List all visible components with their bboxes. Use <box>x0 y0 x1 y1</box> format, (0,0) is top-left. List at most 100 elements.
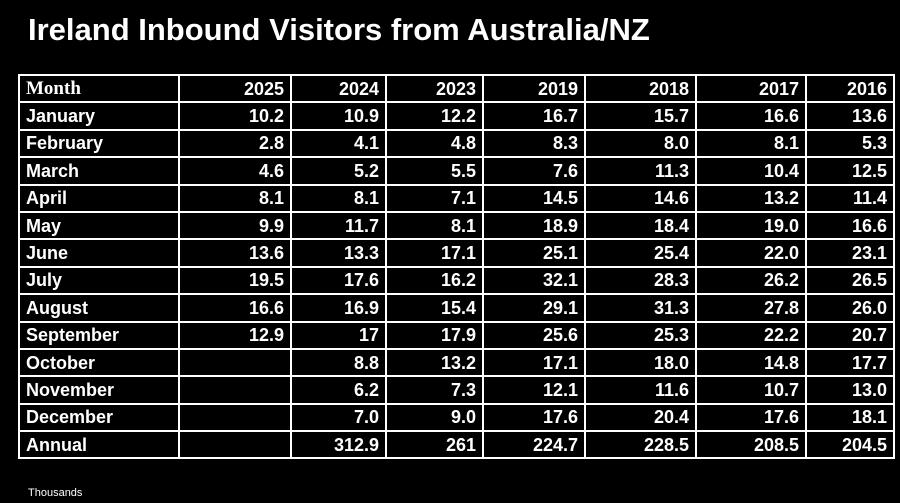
header-cell: 2023 <box>385 73 484 104</box>
table-cell: 13.0 <box>805 375 895 405</box>
row-label: August <box>18 293 180 323</box>
table-cell: 17 <box>290 320 387 350</box>
title: Ireland Inbound Visitors from Australia/… <box>28 12 650 47</box>
table-row: August 16.6 16.9 15.4 29.1 31.3 27.8 26.0 <box>18 293 895 323</box>
table-cell: 11.7 <box>290 210 387 241</box>
table-cell <box>178 375 292 405</box>
table-cell: 13.3 <box>290 238 387 268</box>
table-cell: 32.1 <box>482 265 586 296</box>
table-cell: 17.6 <box>482 402 586 433</box>
table-cell <box>178 347 292 378</box>
header-cell: 2018 <box>584 73 697 104</box>
table-cell: 14.6 <box>584 183 697 213</box>
table-cell: 25.6 <box>482 320 586 350</box>
table-cell: 7.6 <box>482 156 586 186</box>
table-cell: 17.1 <box>482 347 586 378</box>
table-cell: 19.5 <box>178 265 292 296</box>
row-label: November <box>18 375 180 405</box>
table-cell: 261 <box>385 430 484 460</box>
table-cell: 4.1 <box>290 128 387 159</box>
table-cell: 15.4 <box>385 293 484 323</box>
table-row: March 4.6 5.2 5.5 7.6 11.3 10.4 12.5 <box>18 156 895 186</box>
table-cell: 11.6 <box>584 375 697 405</box>
table-row: Annual 312.9 261 224.7 228.5 208.5 204.5 <box>18 430 895 460</box>
table-cell: 5.3 <box>805 128 895 159</box>
table-cell: 22.0 <box>695 238 807 268</box>
table-cell: 7.3 <box>385 375 484 405</box>
table-cell: 17.6 <box>695 402 807 433</box>
table-cell: 16.6 <box>805 210 895 241</box>
header-cell: 2024 <box>290 73 387 104</box>
table-cell: 18.9 <box>482 210 586 241</box>
table-cell: 31.3 <box>584 293 697 323</box>
table-cell: 8.3 <box>482 128 586 159</box>
table-cell: 14.5 <box>482 183 586 213</box>
table-cell: 8.1 <box>385 210 484 241</box>
table-cell: 16.6 <box>178 293 292 323</box>
table-cell: 8.1 <box>290 183 387 213</box>
row-label: February <box>18 128 180 159</box>
header-cell: 2017 <box>695 73 807 104</box>
table-cell: 11.4 <box>805 183 895 213</box>
table-cell <box>178 430 292 460</box>
table-cell: 208.5 <box>695 430 807 460</box>
table-cell: 5.5 <box>385 156 484 186</box>
table-cell: 22.2 <box>695 320 807 350</box>
table-cell: 20.7 <box>805 320 895 350</box>
table-row: October 8.8 13.2 17.1 18.0 14.8 17.7 <box>18 347 895 378</box>
table-cell: 27.8 <box>695 293 807 323</box>
table-cell: 25.4 <box>584 238 697 268</box>
header-row: Month 2025 2024 2023 2019 2018 2017 2016 <box>18 73 895 104</box>
table-cell: 8.8 <box>290 347 387 378</box>
table-cell: 10.2 <box>178 101 292 131</box>
row-label: March <box>18 156 180 186</box>
row-label: January <box>18 101 180 131</box>
table-cell: 13.6 <box>805 101 895 131</box>
table-cell: 13.2 <box>385 347 484 378</box>
table-row: December 7.0 9.0 17.6 20.4 17.6 18.1 <box>18 402 895 433</box>
table-cell: 17.1 <box>385 238 484 268</box>
table-cell <box>178 402 292 433</box>
table-cell: 18.4 <box>584 210 697 241</box>
header-cell: 2025 <box>178 73 292 104</box>
table-cell: 16.2 <box>385 265 484 296</box>
table-cell: 12.1 <box>482 375 586 405</box>
table-cell: 26.5 <box>805 265 895 296</box>
header-cell: 2016 <box>805 73 895 104</box>
table-cell: 25.1 <box>482 238 586 268</box>
table-cell: 16.7 <box>482 101 586 131</box>
table-cell: 8.1 <box>695 128 807 159</box>
table-row: February 2.8 4.1 4.8 8.3 8.0 8.1 5.3 <box>18 128 895 159</box>
table-cell: 17.6 <box>290 265 387 296</box>
table-row: November 6.2 7.3 12.1 11.6 10.7 13.0 <box>18 375 895 405</box>
table-cell: 18.1 <box>805 402 895 433</box>
table-row: May 9.9 11.7 8.1 18.9 18.4 19.0 16.6 <box>18 210 895 241</box>
table-cell: 29.1 <box>482 293 586 323</box>
table-cell: 8.0 <box>584 128 697 159</box>
table-cell: 204.5 <box>805 430 895 460</box>
table-cell: 2.8 <box>178 128 292 159</box>
table-cell: 6.2 <box>290 375 387 405</box>
table-cell: 4.6 <box>178 156 292 186</box>
header-cell: 2019 <box>482 73 586 104</box>
table-cell: 4.8 <box>385 128 484 159</box>
table-cell: 228.5 <box>584 430 697 460</box>
table-row: July 19.5 17.6 16.2 32.1 28.3 26.2 26.5 <box>18 265 895 296</box>
table-cell: 11.3 <box>584 156 697 186</box>
table-cell: 12.5 <box>805 156 895 186</box>
table-cell: 224.7 <box>482 430 586 460</box>
table-cell: 14.8 <box>695 347 807 378</box>
table-cell: 16.6 <box>695 101 807 131</box>
table-cell: 20.4 <box>584 402 697 433</box>
table-row: April 8.1 8.1 7.1 14.5 14.6 13.2 11.4 <box>18 183 895 213</box>
table-cell: 5.2 <box>290 156 387 186</box>
table-cell: 17.7 <box>805 347 895 378</box>
table-cell: 25.3 <box>584 320 697 350</box>
data-table: Month 2025 2024 2023 2019 2018 2017 2016 January… <box>18 73 895 460</box>
row-label: May <box>18 210 180 241</box>
table-cell: 16.9 <box>290 293 387 323</box>
row-label: September <box>18 320 180 350</box>
table-cell: 15.7 <box>584 101 697 131</box>
table-row: January 10.2 10.9 12.2 16.7 15.7 16.6 13.6 <box>18 101 895 131</box>
